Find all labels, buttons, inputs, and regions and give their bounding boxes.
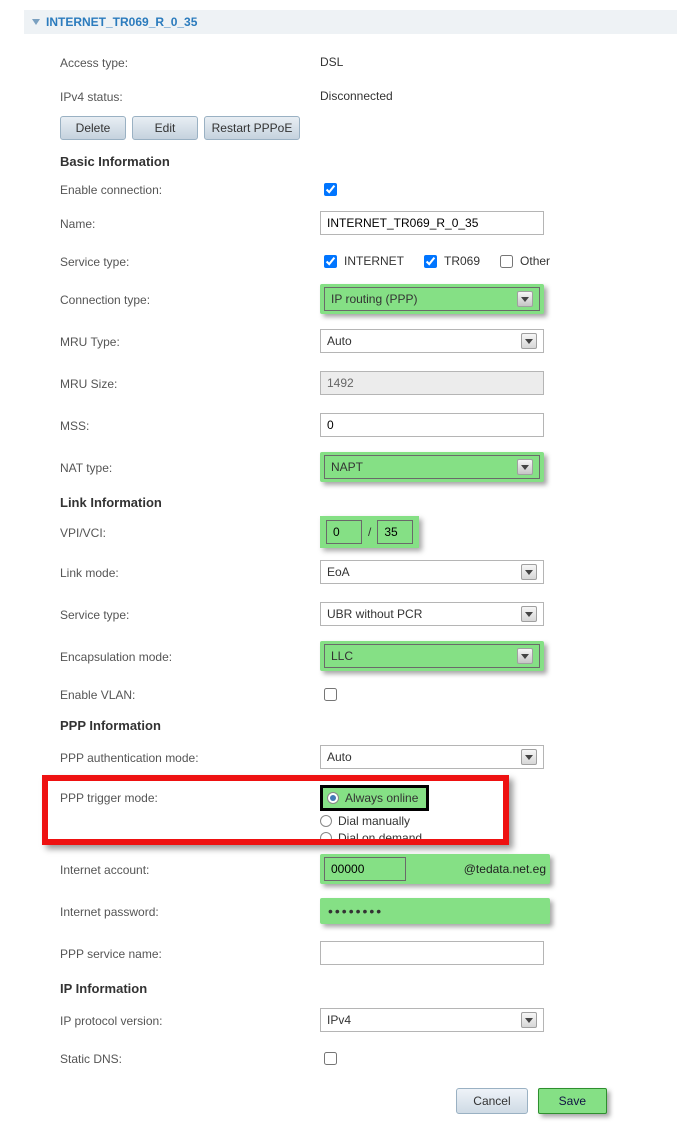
ppp-auth-mode-select[interactable]: Auto xyxy=(320,745,544,769)
chevron-down-icon xyxy=(517,459,533,475)
name-label: Name: xyxy=(60,215,320,231)
encap-label: Encapsulation mode: xyxy=(60,648,320,664)
cancel-button[interactable]: Cancel xyxy=(456,1088,527,1114)
service-internet-label: INTERNET xyxy=(344,254,404,268)
service-tr069-label: TR069 xyxy=(444,254,480,268)
trigger-demand-label: Dial on demand xyxy=(338,831,422,845)
collapse-icon xyxy=(32,19,40,25)
link-mode-label: Link mode: xyxy=(60,564,320,580)
internet-account-input[interactable] xyxy=(324,857,406,881)
link-service-type-select[interactable]: UBR without PCR xyxy=(320,602,544,626)
access-type-value: DSL xyxy=(320,55,677,69)
ppp-section-title: PPP Information xyxy=(60,718,677,733)
vpi-vci-separator: / xyxy=(368,525,371,539)
delete-button[interactable]: Delete xyxy=(60,116,126,140)
mss-label: MSS: xyxy=(60,417,320,433)
connection-type-value: IP routing (PPP) xyxy=(331,292,417,306)
ip-protocol-value: IPv4 xyxy=(327,1013,351,1027)
nat-type-value: NAPT xyxy=(331,460,363,474)
static-dns-label: Static DNS: xyxy=(60,1050,320,1066)
trigger-manual-radio[interactable]: Dial manually xyxy=(320,814,429,828)
link-section-title: Link Information xyxy=(60,495,677,510)
service-type-label: Service type: xyxy=(60,253,320,269)
trigger-demand-radio[interactable]: Dial on demand xyxy=(320,831,429,845)
link-mode-value: EoA xyxy=(327,565,350,579)
mss-input[interactable] xyxy=(320,413,544,437)
radio-icon xyxy=(320,832,332,844)
service-other-checkbox[interactable] xyxy=(500,255,513,268)
link-service-type-label: Service type: xyxy=(60,606,320,622)
enable-connection-checkbox[interactable] xyxy=(324,183,337,196)
vpi-input[interactable] xyxy=(326,520,362,544)
link-service-type-value: UBR without PCR xyxy=(327,607,422,621)
chevron-down-icon xyxy=(521,1012,537,1028)
connection-type-label: Connection type: xyxy=(60,291,320,307)
section-header[interactable]: INTERNET_TR069_R_0_35 xyxy=(20,10,677,34)
ppp-service-name-input[interactable] xyxy=(320,941,544,965)
nat-type-select[interactable]: NAPT xyxy=(324,455,540,479)
ip-section-title: IP Information xyxy=(60,981,677,996)
chevron-down-icon xyxy=(521,606,537,622)
internet-account-suffix: @tedata.net.eg xyxy=(464,862,546,876)
service-internet-checkbox[interactable] xyxy=(324,255,337,268)
connection-type-select[interactable]: IP routing (PPP) xyxy=(324,287,540,311)
mru-type-select[interactable]: Auto xyxy=(320,329,544,353)
internet-account-label: Internet account: xyxy=(60,861,320,877)
restart-pppoe-button[interactable]: Restart PPPoE xyxy=(204,116,300,140)
radio-icon xyxy=(327,792,339,804)
ip-protocol-label: IP protocol version: xyxy=(60,1012,320,1028)
edit-button[interactable]: Edit xyxy=(132,116,198,140)
chevron-down-icon xyxy=(517,291,533,307)
chevron-down-icon xyxy=(521,749,537,765)
trigger-always-radio[interactable]: Always online xyxy=(327,791,418,805)
header-title: INTERNET_TR069_R_0_35 xyxy=(46,15,197,29)
internet-password-input[interactable]: •••••••• xyxy=(324,901,546,921)
basic-section-title: Basic Information xyxy=(60,154,677,169)
mru-size-label: MRU Size: xyxy=(60,375,320,391)
ip-protocol-select[interactable]: IPv4 xyxy=(320,1008,544,1032)
radio-icon xyxy=(320,815,332,827)
ppp-auth-mode-label: PPP authentication mode: xyxy=(60,749,320,765)
save-button[interactable]: Save xyxy=(538,1088,607,1114)
mru-type-label: MRU Type: xyxy=(60,333,320,349)
access-type-label: Access type: xyxy=(60,54,320,70)
encap-select[interactable]: LLC xyxy=(324,644,540,668)
nat-type-label: NAT type: xyxy=(60,459,320,475)
trigger-always-label: Always online xyxy=(345,791,418,805)
static-dns-checkbox[interactable] xyxy=(324,1052,337,1065)
enable-vlan-label: Enable VLAN: xyxy=(60,686,320,702)
service-other-label: Other xyxy=(520,254,550,268)
enable-connection-label: Enable connection: xyxy=(60,181,320,197)
vpi-vci-label: VPI/VCI: xyxy=(60,524,320,540)
ipv4-status-value: Disconnected xyxy=(320,89,677,103)
mru-size-input xyxy=(320,371,544,395)
chevron-down-icon xyxy=(521,564,537,580)
trigger-manual-label: Dial manually xyxy=(338,814,410,828)
enable-vlan-checkbox[interactable] xyxy=(324,688,337,701)
mru-type-value: Auto xyxy=(327,334,352,348)
encap-value: LLC xyxy=(331,649,353,663)
ppp-trigger-mode-label: PPP trigger mode: xyxy=(60,785,320,805)
ppp-auth-mode-value: Auto xyxy=(327,750,352,764)
name-input[interactable] xyxy=(320,211,544,235)
link-mode-select[interactable]: EoA xyxy=(320,560,544,584)
chevron-down-icon xyxy=(521,333,537,349)
ipv4-status-label: IPv4 status: xyxy=(60,88,320,104)
internet-password-label: Internet password: xyxy=(60,903,320,919)
service-tr069-checkbox[interactable] xyxy=(424,255,437,268)
ppp-service-name-label: PPP service name: xyxy=(60,945,320,961)
vci-input[interactable] xyxy=(377,520,413,544)
chevron-down-icon xyxy=(517,648,533,664)
